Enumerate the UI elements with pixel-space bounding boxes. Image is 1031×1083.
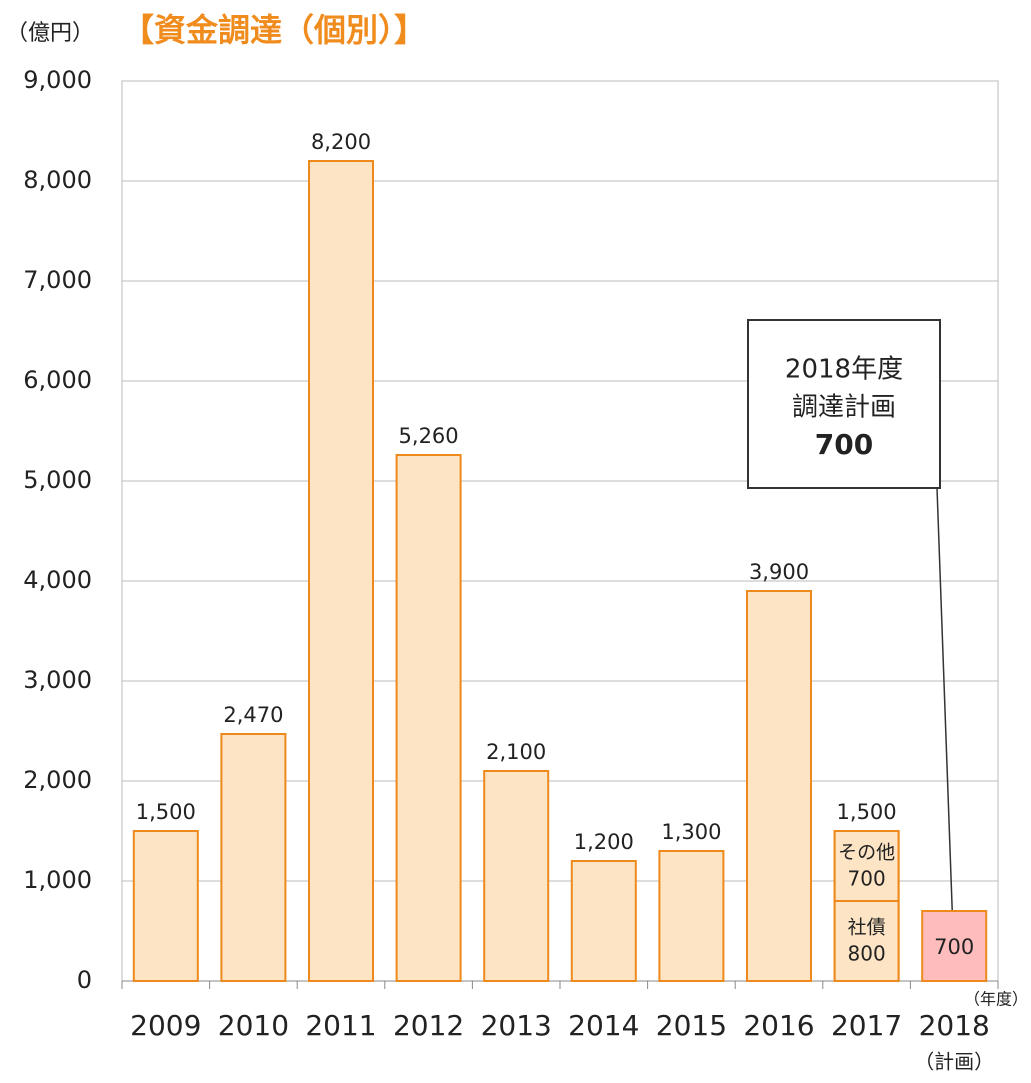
segment-name: 社債 — [848, 917, 886, 939]
bar — [220, 733, 287, 982]
value-label: 2,100 — [486, 740, 546, 764]
y-tick-label: 2,000 — [23, 766, 92, 794]
value-label: 700 — [934, 935, 974, 959]
value-label: 3,900 — [749, 560, 809, 584]
x-tick-label: 2018 — [919, 1009, 990, 1042]
bar-segment — [833, 900, 900, 982]
value-label: 1,200 — [574, 830, 634, 854]
x-tick-label: 2016 — [743, 1009, 814, 1042]
bar — [746, 590, 812, 982]
y-tick-label: 4,000 — [23, 566, 92, 594]
x-tick-label: 2009 — [130, 1009, 201, 1042]
x-tick-label: 2011 — [305, 1009, 376, 1042]
segment-value: 800 — [848, 942, 886, 966]
bar — [483, 770, 550, 982]
bar — [658, 850, 725, 982]
x-tick-label: 2015 — [656, 1009, 727, 1042]
callout-text: 調達計画 — [792, 393, 896, 423]
x-tick-label: 2017 — [831, 1009, 902, 1042]
chart-title: 【資金調達（個別）】 — [122, 11, 426, 49]
x-tick-label: 2010 — [218, 1009, 289, 1042]
x-tick-label: 2012 — [393, 1009, 464, 1042]
value-label: 1,500 — [837, 800, 897, 824]
value-label: 1,500 — [136, 800, 196, 824]
y-tick-label: 6,000 — [23, 366, 92, 394]
y-tick-label: 1,000 — [23, 866, 92, 894]
bar-segment — [833, 830, 900, 902]
bar — [570, 860, 637, 982]
y-tick-label: 3,000 — [23, 666, 92, 694]
bar — [395, 454, 462, 982]
x-tick-label: 2014 — [568, 1009, 639, 1042]
y-tick-label: 0 — [77, 966, 92, 994]
bar — [308, 160, 374, 982]
callout-box — [747, 319, 941, 489]
value-label: 5,260 — [399, 424, 459, 448]
unit-label: （億円） — [6, 21, 94, 46]
bar — [833, 830, 900, 982]
callout-text: 2018年度 — [785, 355, 903, 385]
bar — [132, 830, 199, 982]
callout-leader — [936, 487, 953, 911]
category-note: （計画） — [914, 1050, 994, 1074]
y-tick-label: 8,000 — [23, 166, 92, 194]
y-tick-label: 9,000 — [23, 66, 92, 94]
segment-name: その他 — [838, 842, 895, 864]
bar — [921, 910, 988, 982]
y-tick-label: 7,000 — [23, 266, 92, 294]
x-unit-label: （年度） — [964, 990, 1028, 1009]
value-label: 2,470 — [223, 703, 283, 727]
callout-text: 700 — [815, 428, 873, 461]
x-tick-label: 2013 — [481, 1009, 552, 1042]
segment-value: 700 — [848, 867, 886, 891]
value-label: 8,200 — [311, 130, 371, 154]
value-label: 1,300 — [661, 820, 721, 844]
y-tick-label: 5,000 — [23, 466, 92, 494]
